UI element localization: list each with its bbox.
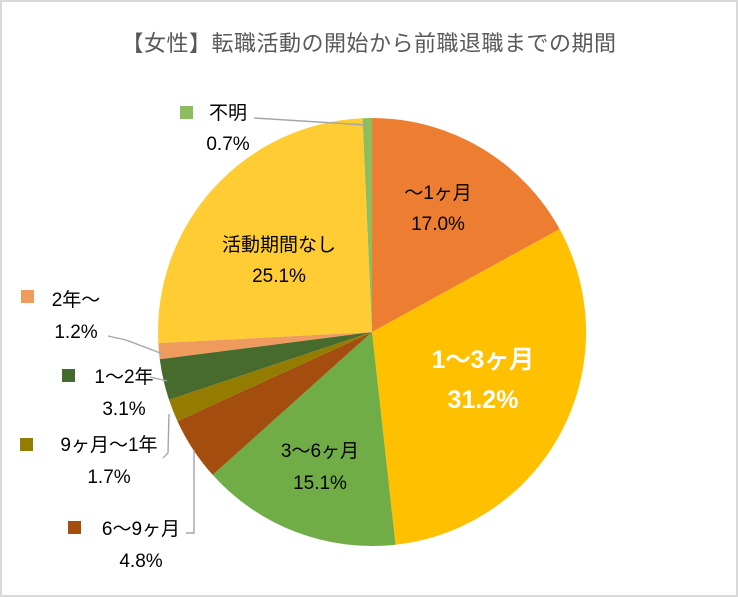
legend-swatch-6-9-months xyxy=(68,521,81,534)
pie-slice-no-activity-period xyxy=(158,118,372,344)
pie-label-1-3-months: 1～3ヶ月 31.2% xyxy=(385,340,581,420)
pie-label-6-9-months-pct: 4.8% xyxy=(119,551,163,572)
pie-label-3-6-months-pct: 15.1% xyxy=(293,473,347,494)
pie-slices xyxy=(158,118,587,547)
pie-label-3-6-months: 3～6ヶ月 15.1% xyxy=(262,436,378,500)
pie-label-no-activity-period: 活動期間なし 25.1% xyxy=(199,230,359,292)
leader-line-6-9-months xyxy=(186,450,195,534)
chart-title: 【女性】転職活動の開始から前職退職までの期間 xyxy=(121,31,617,56)
pie-slice-6-9-months xyxy=(177,332,372,475)
pie-slice-over-2-years xyxy=(158,332,372,360)
pie-label-1-2-years-pct: 3.1% xyxy=(102,399,146,420)
pie-label-under-1-month: ～1ヶ月 17.0% xyxy=(379,178,497,240)
legend-swatch-1-2-years xyxy=(62,369,75,382)
pie-label-unknown: 不明 0.7% xyxy=(198,98,258,160)
pie-label-1-2-years-name: 1～2年 xyxy=(94,367,154,388)
pie-slice-1-3-months xyxy=(372,229,587,545)
pie-label-1-3-months-name: 1～3ヶ月 xyxy=(431,346,535,374)
pie-label-9-months-1-year: 9ヶ月～1年 1.7% xyxy=(47,430,171,494)
pie-slice-unknown xyxy=(362,118,372,332)
legend-swatch-9-months-1-year xyxy=(20,438,33,451)
pie-label-over-2-years: 2年～ 1.2% xyxy=(40,285,112,349)
leader-line-1-2-years xyxy=(149,376,168,382)
pie-label-9-months-1-year-name: 9ヶ月～1年 xyxy=(60,435,158,456)
legend-swatch-unknown xyxy=(180,106,193,119)
pie-label-under-1-month-pct: 17.0% xyxy=(411,214,465,235)
pie-slice-3-6-months xyxy=(212,332,396,547)
pie-label-unknown-pct: 0.7% xyxy=(206,134,250,155)
leader-line-9-months-1-year xyxy=(162,413,170,459)
pie-label-1-3-months-pct: 31.2% xyxy=(447,386,519,414)
leader-line-over-2-years xyxy=(107,335,164,355)
pie-slice-9-months-1-year xyxy=(169,332,372,422)
pie-label-6-9-months-name: 6～9ヶ月 xyxy=(101,519,181,540)
pie-label-1-2-years: 1～2年 3.1% xyxy=(82,362,166,426)
pie-label-no-activity-period-name: 活動期間なし xyxy=(221,235,336,256)
legend-swatch-over-2-years xyxy=(21,290,34,303)
pie-label-3-6-months-name: 3～6ヶ月 xyxy=(280,441,360,462)
pie-slice-under-1-month xyxy=(372,118,560,332)
pie-slice-1-2-years xyxy=(159,332,372,400)
pie-label-9-months-1-year-pct: 1.7% xyxy=(87,467,131,488)
leader-line-unknown xyxy=(253,117,367,126)
pie-label-under-1-month-name: ～1ヶ月 xyxy=(404,183,472,204)
pie-label-over-2-years-name: 2年～ xyxy=(51,290,101,311)
pie-label-over-2-years-pct: 1.2% xyxy=(54,322,98,343)
pie-label-no-activity-period-pct: 25.1% xyxy=(252,266,306,287)
pie-label-unknown-name: 不明 xyxy=(208,103,247,124)
pie-label-6-9-months: 6～9ヶ月 4.8% xyxy=(90,514,192,578)
